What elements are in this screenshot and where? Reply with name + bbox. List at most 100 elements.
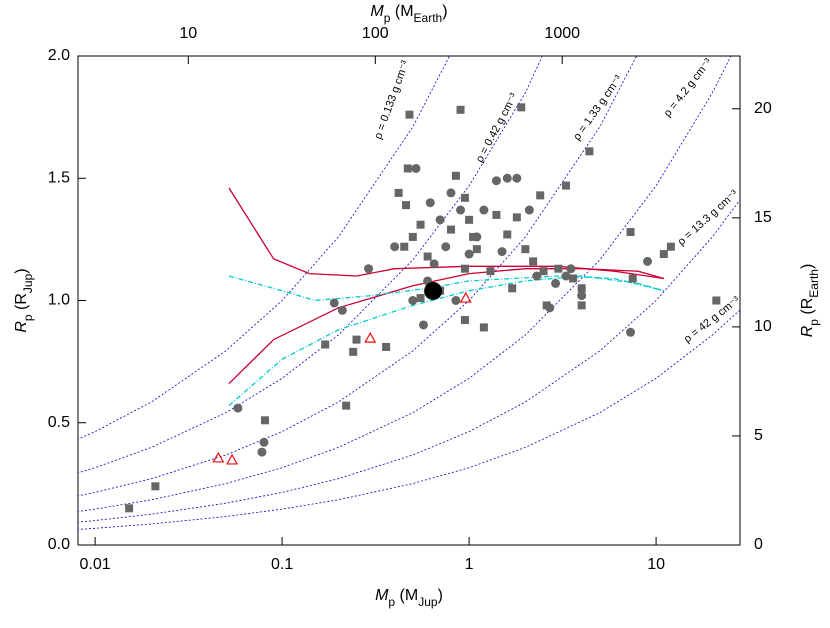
planet-circle (364, 264, 374, 274)
planet-square (451, 171, 460, 180)
label-part: Earth (414, 11, 443, 25)
planet-circle (337, 305, 347, 315)
label-part: M (370, 3, 384, 20)
planet-square (486, 267, 495, 276)
planet-circle (502, 173, 512, 183)
planet-square (577, 284, 586, 293)
y2-axis-label: Rp (REarth) (799, 264, 821, 338)
label-part: (R (13, 293, 30, 314)
planet-square (465, 215, 474, 224)
planet-circle (429, 259, 439, 269)
planet-square (352, 335, 361, 344)
planet-circle (479, 205, 489, 215)
x-tick-label: 10 (647, 556, 665, 573)
planet-circle (497, 247, 507, 257)
label-part: (R (13, 293, 30, 314)
planet-square (403, 164, 412, 173)
planet-circle (329, 298, 339, 308)
planet-square (626, 228, 635, 237)
planet-circle (456, 205, 466, 215)
planet-circle (643, 256, 653, 266)
planet-square (394, 188, 403, 197)
planet-square (472, 245, 481, 254)
density-label: ρ = 0.42 g cm⁻³ (474, 91, 521, 165)
planet-circle (435, 215, 445, 225)
label-part: ) (13, 268, 30, 273)
label-part: R (13, 321, 30, 333)
planet-square (585, 147, 594, 156)
planet-square (349, 347, 358, 356)
label-part: p (807, 319, 821, 326)
y-tick-label: 1.0 (48, 292, 70, 309)
label-part: p (388, 595, 395, 609)
planet-circle (577, 291, 587, 301)
density-label: ρ = 0.133 g cm⁻³ (372, 59, 412, 141)
label-part: ) (799, 264, 816, 269)
label-part: (M (390, 3, 413, 20)
label-part: (M (395, 587, 418, 604)
planet-square (529, 257, 538, 266)
x2-tick-label: 1000 (544, 25, 580, 42)
y2-tick-label: 20 (754, 100, 772, 117)
label-part: (R (799, 298, 816, 319)
planet-circle (390, 242, 400, 252)
model-curve (228, 275, 664, 407)
planet-circle (441, 242, 451, 252)
planet-square (382, 342, 391, 351)
highlight-planet (424, 281, 443, 300)
planet-square (416, 220, 425, 229)
label-part: ) (438, 587, 443, 604)
planet-square (492, 210, 501, 219)
planet-circle (532, 271, 542, 281)
planet-square (400, 242, 409, 251)
planet-triangle (364, 331, 377, 343)
y2-tick-label: 5 (754, 427, 763, 444)
planet-square (321, 340, 330, 349)
planet-circle (411, 163, 421, 173)
model-curve (228, 187, 664, 280)
label-part: (R (799, 298, 816, 319)
planet-square (508, 284, 517, 293)
planet-square (151, 482, 160, 491)
planet-circle (512, 173, 522, 183)
label-part: M (375, 587, 389, 604)
planet-circle (257, 447, 267, 457)
planet-square (569, 274, 578, 283)
planet-circle (464, 249, 474, 259)
x2-tick-label: 100 (362, 25, 389, 42)
label-part: p (384, 11, 391, 25)
planet-square (460, 193, 469, 202)
planet-square (562, 181, 571, 190)
planet-square (456, 105, 465, 114)
y-axis-label: Rp (RJup) (13, 268, 35, 332)
planet-square (659, 250, 668, 259)
planet-square (342, 401, 351, 410)
density-curve (78, 310, 740, 530)
model-curve (228, 268, 664, 385)
planet-square (712, 296, 721, 305)
label-part: p (21, 314, 35, 321)
x-axis-label: Mp (MJup) (375, 587, 443, 609)
planet-circle (566, 264, 576, 274)
density-label: ρ = 1.33 g cm⁻³ (571, 73, 625, 143)
planet-circle (451, 296, 461, 305)
label-part: R (799, 325, 816, 337)
planet-circle (524, 205, 534, 215)
planet-square (666, 242, 675, 251)
planet-circle (551, 278, 561, 288)
planet-circle (626, 327, 636, 337)
planet-square (536, 191, 545, 200)
y2-tick-label: 0 (754, 536, 763, 553)
planet-circle (233, 403, 243, 413)
planet-circle (425, 198, 435, 208)
y-tick-label: 0.0 (48, 536, 70, 553)
density-label: ρ = 4.2 g cm⁻³ (662, 56, 715, 119)
planet-triangle (459, 291, 472, 303)
planet-square (408, 232, 417, 241)
label-part: (M (390, 3, 413, 20)
planet-circle (561, 271, 571, 281)
density-curve (78, 56, 638, 497)
y-tick-label: 1.5 (48, 169, 70, 186)
planet-square (405, 110, 414, 119)
label-part: (M (395, 587, 418, 604)
